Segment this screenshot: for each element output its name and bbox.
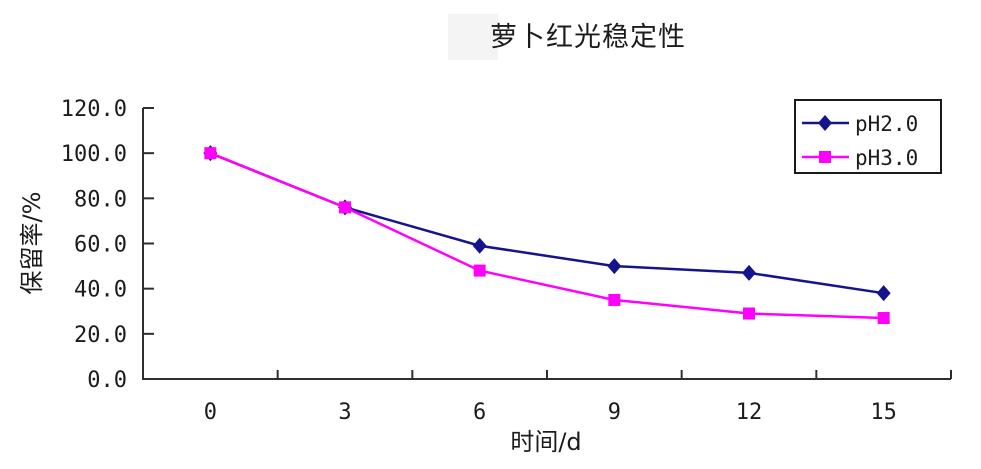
x-tick-label: 3 <box>338 400 351 425</box>
data-point-pH2.0-15 <box>876 285 891 302</box>
y-tick-label: 40.0 <box>74 278 127 303</box>
legend-marker-pH3.0 <box>819 151 831 163</box>
data-point-pH3.0-15 <box>877 312 890 325</box>
chart-title: 萝卜红光稳定性 <box>490 22 686 53</box>
data-point-pH2.0-9 <box>607 258 622 275</box>
y-tick-label: 120.0 <box>61 97 127 122</box>
x-axis-title: 时间/d <box>510 428 581 456</box>
data-point-pH3.0-6 <box>473 264 486 277</box>
x-tick-label: 6 <box>473 400 486 425</box>
legend-label-pH2.0: pH2.0 <box>855 112 918 136</box>
plot-area: 0.0 20.0 40.0 60.0 80.0 100.0 120.0 0 3 6 9 12 15 pH2… <box>61 97 952 425</box>
legend-label-pH3.0: pH3.0 <box>855 146 918 170</box>
data-point-pH3.0-3 <box>339 201 351 214</box>
y-tick-label: 20.0 <box>74 323 127 348</box>
x-tick-label: 15 <box>870 400 897 425</box>
data-point-pH2.0-12 <box>742 264 756 281</box>
y-tick-label: 60.0 <box>74 233 127 258</box>
title-background-artifact <box>448 14 498 60</box>
series-line-pH3.0 <box>209 152 884 320</box>
x-tick-label: 0 <box>204 400 217 425</box>
y-axis-title: 保留率/% <box>18 192 46 295</box>
y-tick-label: 80.0 <box>74 187 127 212</box>
y-tick-label: 0.0 <box>87 368 127 393</box>
data-point-pH3.0-0 <box>204 147 217 160</box>
data-point-pH3.0-9 <box>608 293 621 306</box>
y-tick-label: 100.0 <box>61 142 127 167</box>
data-point-pH2.0-6 <box>472 237 487 254</box>
x-tick-label: 12 <box>736 400 763 425</box>
legend-marker-pH2.0 <box>818 115 832 131</box>
data-point-pH3.0-12 <box>743 307 755 320</box>
series-line-pH2.0 <box>209 152 884 295</box>
x-tick-label: 9 <box>608 400 621 425</box>
